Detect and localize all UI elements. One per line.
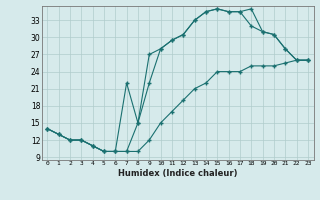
X-axis label: Humidex (Indice chaleur): Humidex (Indice chaleur) [118, 169, 237, 178]
